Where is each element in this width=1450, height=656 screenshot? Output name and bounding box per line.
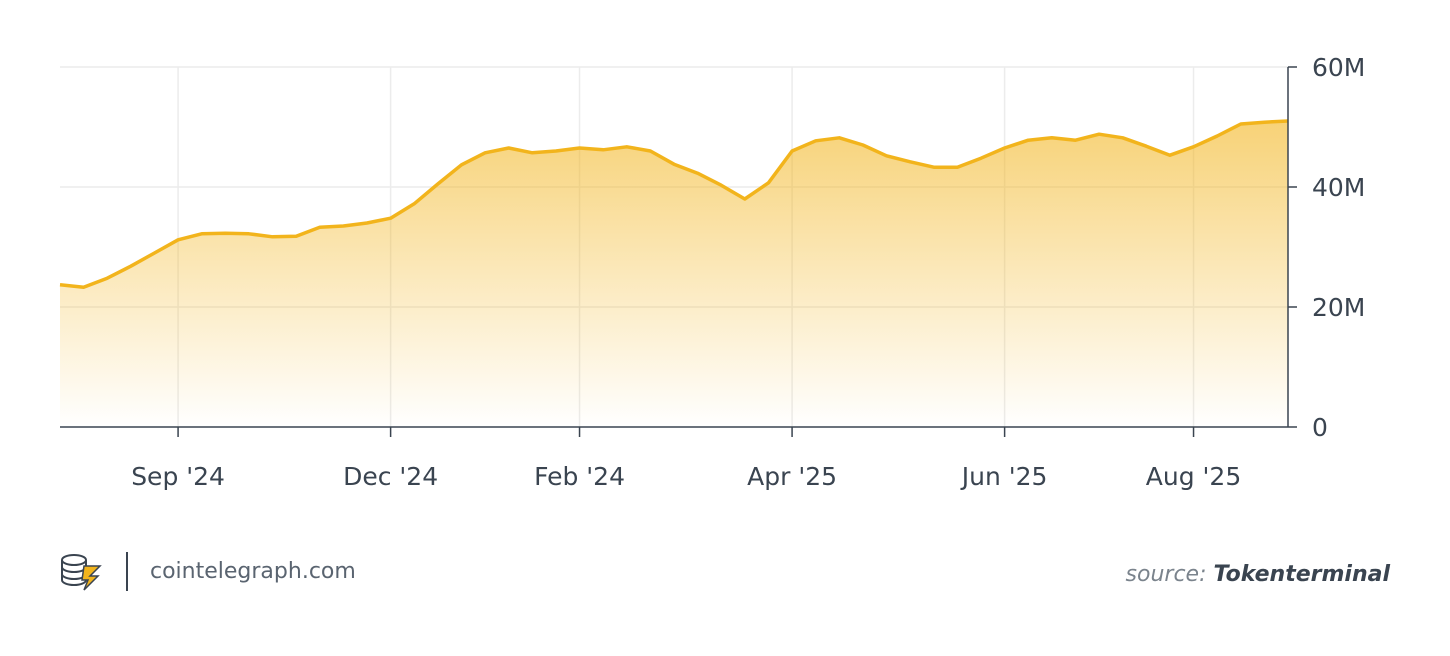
line (59, 119, 1289, 289)
y-tick-label: 0 (1312, 413, 1328, 442)
x-tick-label: Apr '25 (747, 462, 837, 491)
y-tick-label: 40M (1312, 173, 1365, 202)
y-tick-label: 20M (1312, 293, 1365, 322)
y-tick-label: 60M (1312, 53, 1365, 82)
x-tick-label: Aug '25 (1146, 462, 1241, 491)
x-tick-label: Feb '24 (534, 462, 625, 491)
plot (59, 119, 1289, 427)
x-tick-label: Dec '24 (343, 462, 438, 491)
x-tick-label: Jun '25 (960, 462, 1048, 491)
axes: 0 20M 40M 60M Sep '24 Dec '24 Feb '24 Apr '25 Ju… (60, 53, 1365, 491)
x-tick-label: Sep '24 (131, 462, 225, 491)
source: source: Tokenterminal (1126, 562, 1391, 587)
source-name: Tokenterminal (1213, 562, 1390, 587)
source-label: source: (1126, 562, 1207, 587)
site: cointelegraph.com (150, 559, 356, 584)
logo (61, 554, 102, 591)
area-fill (60, 121, 1288, 427)
